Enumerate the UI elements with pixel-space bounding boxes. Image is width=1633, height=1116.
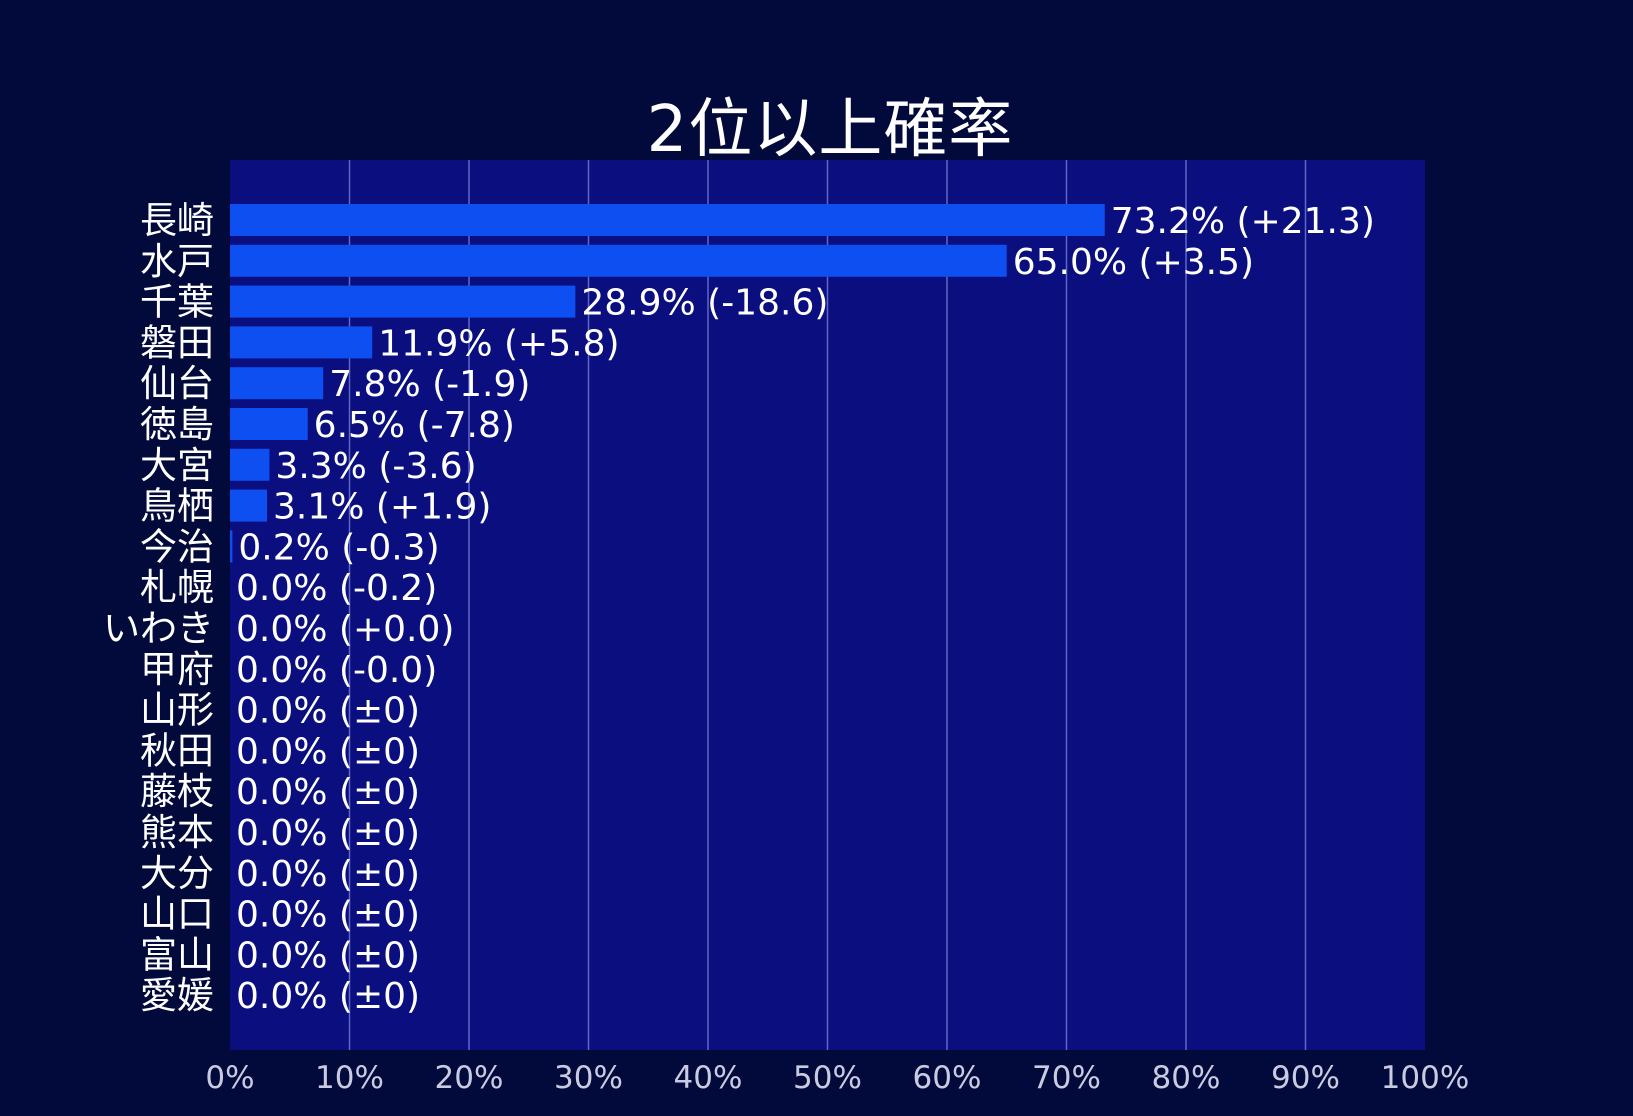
x-tick-label: 20% xyxy=(435,1060,504,1096)
category-label: 山形 xyxy=(140,689,214,732)
category-label: 磐田 xyxy=(140,321,214,364)
category-label: 徳島 xyxy=(140,403,214,446)
category-label: 富山 xyxy=(140,933,214,976)
category-label: 熊本 xyxy=(140,811,214,854)
data-label: 28.9% (-18.6) xyxy=(581,283,828,324)
x-tick-label: 90% xyxy=(1271,1060,1340,1096)
category-label: 山口 xyxy=(140,893,214,936)
x-tick-label: 70% xyxy=(1032,1060,1101,1096)
data-label: 0.0% (±0) xyxy=(236,813,420,854)
data-label: 0.0% (±0) xyxy=(236,691,420,732)
x-tick-label: 30% xyxy=(554,1060,623,1096)
data-label: 0.0% (±0) xyxy=(236,976,420,1017)
bar xyxy=(230,489,268,522)
data-label: 0.0% (±0) xyxy=(236,731,420,772)
category-label: 甲府 xyxy=(140,648,214,691)
category-label: 大宮 xyxy=(140,444,214,487)
bar xyxy=(230,448,270,481)
data-label: 0.0% (-0.0) xyxy=(236,650,437,691)
bar xyxy=(230,367,324,400)
data-label: 0.2% (-0.3) xyxy=(238,527,439,568)
category-label: 長崎 xyxy=(140,199,214,242)
data-label: 73.2% (+21.3) xyxy=(1111,201,1375,242)
category-label: いわき xyxy=(103,607,214,650)
chart-title: 2位以上確率 xyxy=(646,93,1014,167)
data-label: 6.5% (-7.8) xyxy=(314,405,515,446)
data-label: 0.0% (+0.0) xyxy=(236,609,454,650)
category-label: 愛媛 xyxy=(140,974,214,1017)
data-label: 0.0% (-0.2) xyxy=(236,568,437,609)
bar xyxy=(230,285,576,318)
category-label: 水戸 xyxy=(140,240,214,283)
data-label: 3.3% (-3.6) xyxy=(275,446,476,487)
data-label: 65.0% (+3.5) xyxy=(1013,242,1254,283)
data-label: 0.0% (±0) xyxy=(236,854,420,895)
category-label: 藤枝 xyxy=(140,770,214,813)
category-label: 今治 xyxy=(140,525,214,568)
category-label: 札幌 xyxy=(140,566,214,609)
x-tick-label: 10% xyxy=(315,1060,384,1096)
data-label: 0.0% (±0) xyxy=(236,935,420,976)
data-label: 7.8% (-1.9) xyxy=(329,364,530,405)
category-label: 秋田 xyxy=(140,729,214,772)
x-tick-label: 0% xyxy=(205,1060,254,1096)
data-label: 3.1% (+1.9) xyxy=(273,487,491,528)
data-label: 11.9% (+5.8) xyxy=(378,323,619,364)
bar xyxy=(230,244,1007,277)
bar xyxy=(230,204,1105,236)
x-tick-label: 100% xyxy=(1381,1060,1470,1096)
data-label: 0.0% (±0) xyxy=(236,772,420,813)
x-tick-label: 40% xyxy=(674,1060,743,1096)
bar xyxy=(230,530,233,563)
category-label: 鳥栖 xyxy=(140,485,214,528)
category-label: 仙台 xyxy=(140,362,214,405)
category-label: 千葉 xyxy=(140,281,214,324)
category-label: 大分 xyxy=(140,852,214,895)
bar xyxy=(230,326,373,359)
data-label: 0.0% (±0) xyxy=(236,895,420,936)
x-tick-label: 60% xyxy=(913,1060,982,1096)
x-tick-label: 50% xyxy=(793,1060,862,1096)
bar xyxy=(230,408,308,440)
x-tick-label: 80% xyxy=(1152,1060,1221,1096)
